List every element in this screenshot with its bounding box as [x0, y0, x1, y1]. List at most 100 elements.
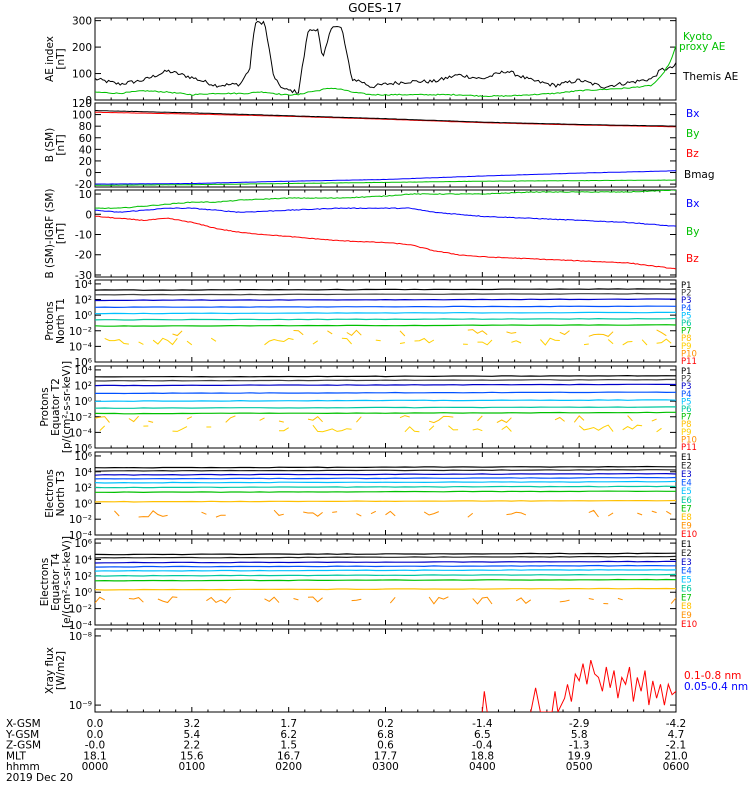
- ephemeris-value: 0600: [663, 761, 690, 773]
- channel-line-e3: [95, 472, 676, 476]
- y-tick-label: 10⁻²: [69, 412, 92, 424]
- series-line-bmag: [95, 109, 676, 127]
- y-tick-label: 10⁴: [74, 279, 92, 291]
- ephemeris-value: 0.6: [377, 740, 394, 752]
- channel-line-p2: [95, 292, 676, 296]
- series-line-themis-ae: [95, 20, 676, 94]
- channel-label: E1: [681, 453, 692, 463]
- plot-area: [95, 20, 676, 98]
- channel-line-p9: [100, 425, 671, 432]
- channel-label: E6: [681, 496, 692, 506]
- legend-entry-cont: proxy AE: [679, 41, 725, 53]
- channel-label: E1: [681, 540, 692, 550]
- channel-label: P2: [681, 289, 692, 299]
- y-axis-label: [nT]: [55, 48, 67, 69]
- plot-area: [95, 190, 676, 270]
- channel-line-e3: [95, 560, 676, 564]
- y-tick-label: 0: [85, 168, 92, 180]
- channel-line-p6: [95, 406, 676, 409]
- y-tick-label: 10⁻⁴: [69, 341, 92, 353]
- y-tick-label: 10⁴: [74, 467, 92, 479]
- y-axis-label: B (SM)-IGRF (SM): [44, 188, 56, 278]
- plot-area: [95, 374, 676, 432]
- ephemeris-value: 6.8: [377, 729, 394, 741]
- channel-line-e1: [95, 465, 676, 469]
- y-tick-label: 80: [79, 121, 92, 133]
- legend-entry: 0.05-0.4 nm: [684, 681, 748, 693]
- channel-line-e2: [95, 555, 676, 559]
- y-tick-label: 60: [79, 133, 92, 145]
- ephemeris-label: Z-GSM: [6, 740, 41, 752]
- y-tick-label: 10²: [74, 483, 92, 495]
- y-tick-label: 10⁰: [74, 498, 92, 510]
- ephemeris-value: 0.0: [87, 729, 104, 741]
- channel-line-e9: [95, 596, 676, 605]
- channel-line-p6: [95, 317, 676, 321]
- panel-bdiff: -30 -20 -10 0 10 B (SM)-IGRF (SM) [nT] Bx By Bz: [44, 188, 699, 282]
- y-tick-label: 10: [79, 189, 92, 201]
- channel-line-p2: [95, 378, 676, 382]
- channel-line-e1: [95, 552, 676, 556]
- channel-line-e4: [95, 564, 676, 568]
- y-axis-label: North T3: [55, 471, 67, 517]
- channel-line-e9: [114, 509, 672, 518]
- ephemeris-footer: X-GSM 0.0 3.2 1.7 0.2 -1.4 -2.9 -4.2 Y-GSM 0.0 5.4…: [5, 718, 689, 784]
- panel-protons_t2: 10⁶ 10⁻⁴ 10⁻² 10⁰ 10² 10⁴ Protons Equator T2 [p/…: [39, 361, 697, 455]
- channel-line-p5: [95, 311, 676, 315]
- channel-label: E4: [681, 567, 692, 577]
- channel-line-p8: [95, 416, 676, 423]
- y-tick-label: 10²: [74, 571, 92, 583]
- ephemeris-value: 1.7: [280, 718, 297, 730]
- channel-label: E6: [681, 584, 692, 594]
- y-tick-label: 0: [85, 209, 92, 221]
- plot-area: [481, 659, 676, 712]
- channel-label: P7: [681, 327, 692, 337]
- panel-frame: [94, 102, 677, 188]
- legend-entry: By: [686, 128, 699, 140]
- plot-area: [95, 552, 676, 605]
- channel-label: E7: [681, 504, 692, 514]
- ephemeris-value: 0100: [178, 761, 205, 773]
- ephemeris-value: 0.2: [377, 718, 394, 730]
- channel-line-p1: [95, 288, 676, 291]
- legend-entry: Themis AE: [682, 71, 738, 83]
- ephemeris-label: X-GSM: [6, 718, 41, 730]
- channel-line-p1: [95, 374, 676, 378]
- channel-label: E5: [681, 576, 692, 586]
- panel-frame: [94, 538, 677, 626]
- y-axis-label: Xray flux: [44, 647, 56, 694]
- channel-line-p7: [95, 411, 676, 415]
- ephemeris-value: 15.6: [180, 750, 204, 762]
- channel-label: E8: [681, 602, 692, 612]
- channel-label: E2: [681, 462, 692, 472]
- legend-entry: Bmag: [684, 169, 715, 181]
- plot-area: [95, 465, 676, 518]
- y-tick-label: 10²: [74, 295, 92, 307]
- y-tick-label: 200: [72, 42, 92, 54]
- channel-label: E2: [681, 549, 692, 559]
- channel-line-p3: [95, 383, 676, 387]
- channel-line-e2: [95, 469, 676, 472]
- channel-label: P8: [681, 334, 692, 344]
- y-tick-label: 10⁻⁴: [69, 427, 92, 439]
- channel-line-e5: [95, 480, 676, 484]
- channel-line-p5: [95, 399, 676, 402]
- channel-label: E10: [681, 620, 697, 630]
- channel-label: E8: [681, 513, 692, 523]
- channel-label: P5: [681, 311, 692, 321]
- channel-line-e8: [95, 499, 676, 503]
- y-tick-label: -20: [75, 179, 92, 191]
- channel-label: P6: [681, 405, 692, 415]
- panel-electrons_t4: 10⁻⁴ 10⁻² 10⁰ 10² 10⁴ 10⁶ Electrons Equator T4[…: [39, 536, 697, 632]
- y-tick-label: 10⁰: [74, 587, 92, 599]
- ephemeris-value: 17.7: [374, 750, 397, 762]
- channel-line-p4: [95, 305, 676, 309]
- channel-line-e7: [95, 490, 676, 494]
- legend-entry: Kyoto: [683, 31, 712, 43]
- channel-label: P8: [681, 420, 692, 430]
- channel-label: P4: [681, 304, 692, 314]
